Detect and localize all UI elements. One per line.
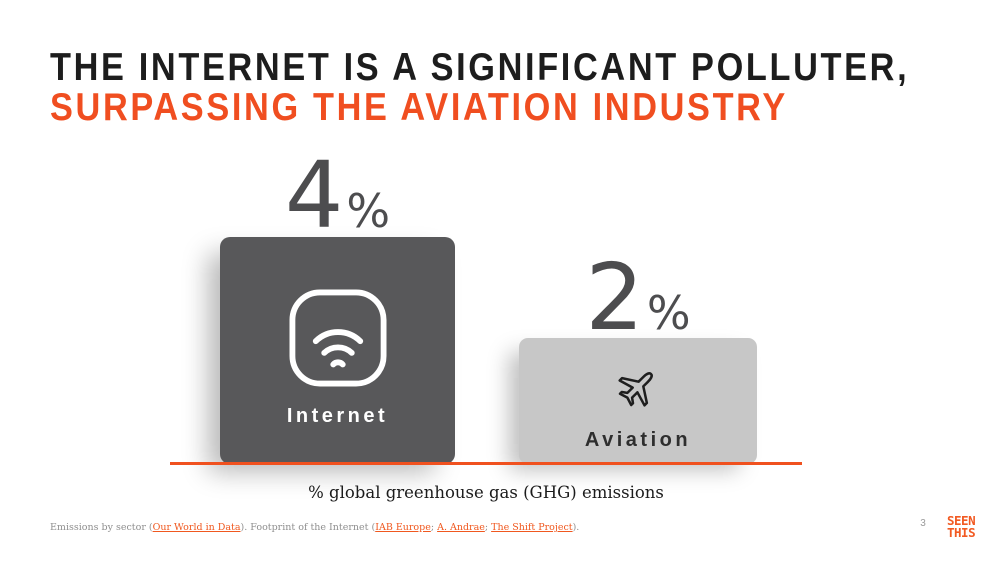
footer-link-a-andrae[interactable]: A. Andrae xyxy=(437,522,485,533)
internet-bar-label: Internet xyxy=(286,405,389,427)
page-number: 3 xyxy=(920,518,926,529)
aviation-bar-label: Aviation xyxy=(584,429,692,451)
internet-percent-sign: % xyxy=(346,184,391,238)
footer-link-the-shift-project[interactable]: The Shift Project xyxy=(491,522,573,533)
logo-line-2: THIS xyxy=(947,525,976,540)
seenthis-logo: SEEN THIS xyxy=(947,513,976,540)
logo-line-1: SEEN xyxy=(947,513,976,528)
baseline-axis xyxy=(170,462,802,465)
aviation-percent-sign: % xyxy=(646,286,691,340)
aviation-value: 2 % xyxy=(519,252,757,344)
footer-text-mid: ). Footprint of the Internet ( xyxy=(240,522,376,533)
airplane-icon xyxy=(618,372,653,407)
internet-bar: Internet xyxy=(220,237,455,464)
axis-caption: % global greenhouse gas (GHG) emissions xyxy=(308,483,664,502)
footer-text-suffix: ). xyxy=(572,522,580,533)
footer-text-prefix: Emissions by sector ( xyxy=(50,522,153,533)
title-line-2: SURPASSING THE AVIATION INDUSTRY xyxy=(50,86,788,129)
slide-title: THE INTERNET IS A SIGNIFICANT POLLUTER, … xyxy=(50,48,1000,128)
footer-separator-1: ; xyxy=(430,522,438,533)
internet-value: 4 % xyxy=(220,150,455,242)
footer-separator-2: ; xyxy=(484,522,492,533)
title-line-1: THE INTERNET IS A SIGNIFICANT POLLUTER, xyxy=(50,46,910,89)
footer-link-iab-europe[interactable]: IAB Europe xyxy=(375,522,431,533)
footer-link-our-world-in-data[interactable]: Our World in Data xyxy=(152,522,241,533)
aviation-bar: Aviation xyxy=(519,338,757,464)
wifi-icon xyxy=(289,289,386,387)
aviation-value-number: 2 xyxy=(585,244,644,351)
internet-value-number: 4 xyxy=(284,142,344,249)
footer-sources: Emissions by sector (Our World in Data).… xyxy=(50,522,579,533)
